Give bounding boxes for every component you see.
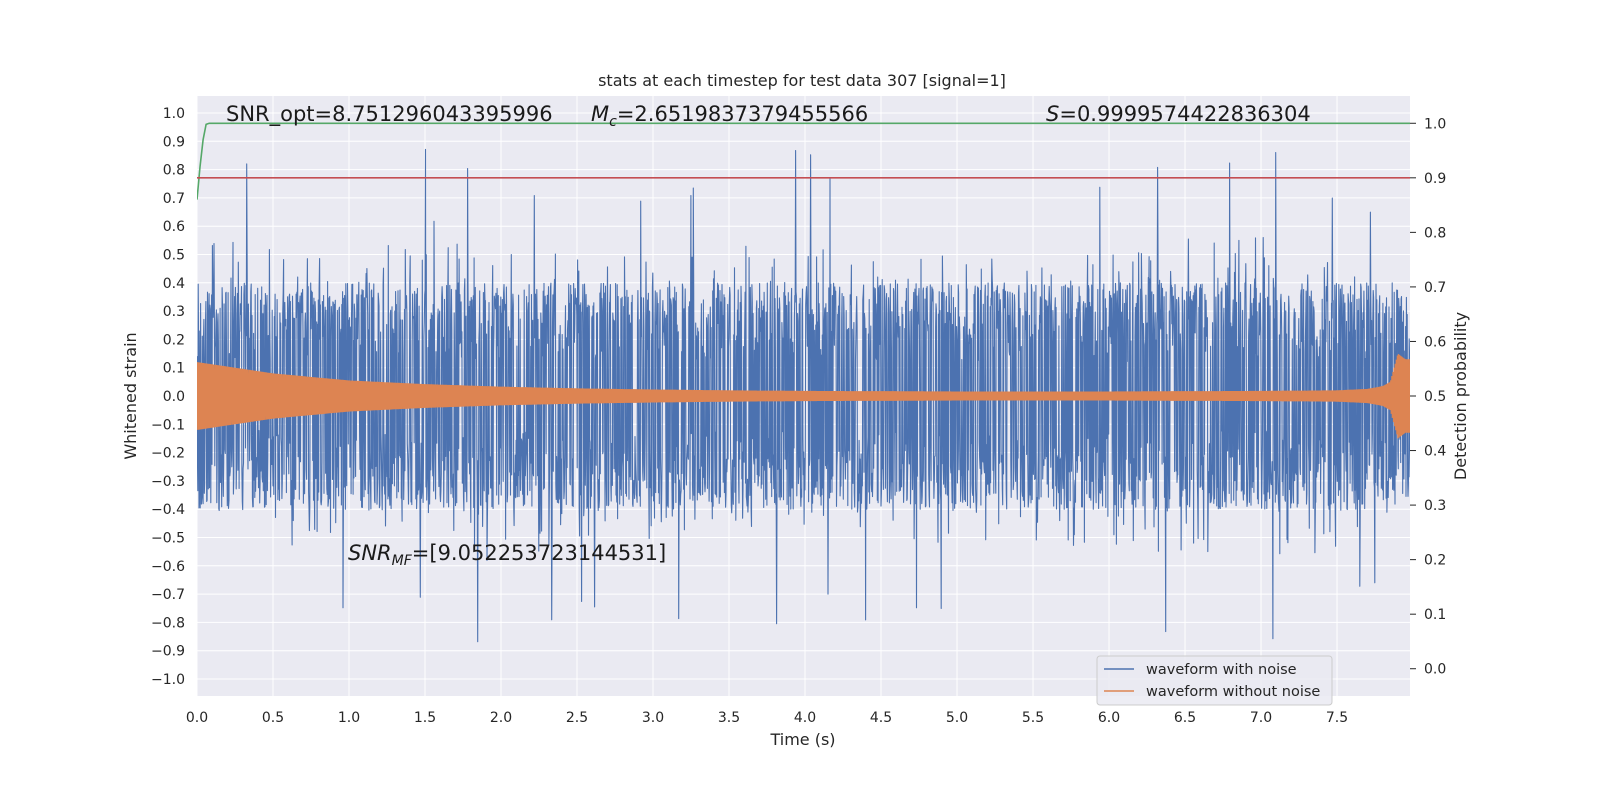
- y-tick-label: 0.8: [163, 163, 185, 179]
- snr-mf-subscript: MF: [392, 553, 413, 569]
- x-tick-label: 2.5: [566, 710, 588, 726]
- y-tick-label: −0.1: [151, 417, 185, 433]
- x-axis-label: Time (s): [769, 730, 835, 749]
- y-tick-label: −0.7: [151, 587, 185, 603]
- series-waveform-without-noise: [197, 353, 1410, 439]
- detection-score-value: =0.9999574422836304: [1059, 102, 1310, 126]
- snr-mf-value: =[9.052253723144531]: [412, 541, 666, 565]
- data-layer: [197, 122, 1410, 643]
- x-tick-label: 5.0: [946, 710, 968, 726]
- y2-tick-label: 0.7: [1424, 280, 1446, 296]
- x-tick-label: 0.0: [186, 710, 208, 726]
- y2-axis-label: Detection probability: [1451, 312, 1470, 480]
- detection-score-annotation: S=0.9999574422836304: [1046, 102, 1311, 126]
- series-detection-probability: [197, 122, 1410, 200]
- y-tick-label: 0.0: [163, 389, 185, 405]
- y-tick-label: 0.4: [163, 276, 185, 292]
- legend-label-noise: waveform with noise: [1146, 662, 1297, 678]
- chirp-mass-symbol: M: [591, 102, 609, 126]
- y2-tick-label: 0.5: [1424, 389, 1446, 405]
- y-tick-label: −0.3: [151, 474, 185, 490]
- y2-tick-label: 0.4: [1424, 444, 1446, 460]
- x-tick-label: 1.0: [338, 710, 360, 726]
- x-tick-label: 7.0: [1250, 710, 1272, 726]
- y-tick-label: 0.9: [163, 134, 185, 150]
- y-tick-label: 0.7: [163, 191, 185, 207]
- snr-mf-prefix: SNR: [348, 541, 392, 565]
- y2-tick-label: 0.0: [1424, 662, 1446, 678]
- x-axis-ticks: 0.0 0.5 1.0 1.5 2.0 2.5 3.0 3.5 4.0 4.5 5.0 5.5 6.0 6…: [186, 710, 1348, 726]
- chirp-mass-subscript: c: [609, 114, 617, 130]
- y-tick-label: −1.0: [151, 672, 185, 688]
- y-tick-label: 0.2: [163, 332, 185, 348]
- x-tick-label: 2.0: [490, 710, 512, 726]
- y-tick-label: −0.4: [151, 502, 185, 518]
- y-tick-label: −0.2: [151, 446, 185, 462]
- y-tick-label: 0.6: [163, 219, 185, 235]
- y-tick-label: −0.8: [151, 615, 185, 631]
- x-tick-label: 4.0: [794, 710, 816, 726]
- chart-title: stats at each timestep for test data 307…: [598, 71, 1006, 90]
- x-tick-label: 3.5: [718, 710, 740, 726]
- chirp-mass-annotation: Mc=2.6519837379455566: [591, 102, 868, 130]
- x-tick-label: 1.5: [414, 710, 436, 726]
- y-axis-label: Whitened strain: [121, 332, 140, 459]
- y2-tick-label: 0.1: [1424, 607, 1446, 623]
- x-tick-label: 3.0: [642, 710, 664, 726]
- x-tick-label: 6.5: [1174, 710, 1196, 726]
- snr-mf-annotation: SNRMF=[9.052253723144531]: [348, 541, 666, 569]
- y-tick-label: −0.6: [151, 559, 185, 575]
- y2-tick-label: 0.9: [1424, 171, 1446, 187]
- y-tick-label: −0.9: [151, 644, 185, 660]
- detection-score-symbol: S: [1046, 102, 1059, 126]
- y-tick-label: 0.3: [163, 304, 185, 320]
- x-tick-label: 5.5: [1022, 710, 1044, 726]
- y-axis-ticks: 1.0 0.9 0.8 0.7 0.6 0.5 0.4 0.3 0.2 0.1 0.0 −0.1 −0.…: [151, 106, 185, 688]
- x-tick-label: 7.5: [1326, 710, 1348, 726]
- y2-tick-label: 0.3: [1424, 498, 1446, 514]
- chirp-mass-value: =2.6519837379455566: [617, 102, 868, 126]
- legend-label-clean: waveform without noise: [1146, 684, 1320, 700]
- y2-tick-label: 0.8: [1424, 225, 1446, 241]
- legend: waveform with noise waveform without noi…: [1096, 655, 1333, 706]
- y-tick-label: 0.5: [163, 247, 185, 263]
- y-tick-label: 1.0: [163, 106, 185, 122]
- series-waveform-with-noise: [197, 148, 1410, 643]
- y2-tick-label: 0.2: [1424, 553, 1446, 569]
- legend-box: [1096, 655, 1333, 706]
- y2-axis-ticks: 1.0 0.9 0.8 0.7 0.6 0.5 0.4 0.3 0.2 0.1 0.0: [1410, 116, 1446, 678]
- y2-tick-label: 1.0: [1424, 116, 1446, 132]
- snr-opt-annotation: SNR_opt=8.751296043395996: [226, 102, 553, 127]
- x-tick-label: 6.0: [1098, 710, 1120, 726]
- y-tick-label: 0.1: [163, 361, 185, 377]
- y-tick-label: −0.5: [151, 531, 185, 547]
- x-tick-label: 0.5: [262, 710, 284, 726]
- x-tick-label: 4.5: [870, 710, 892, 726]
- y2-tick-label: 0.6: [1424, 334, 1446, 350]
